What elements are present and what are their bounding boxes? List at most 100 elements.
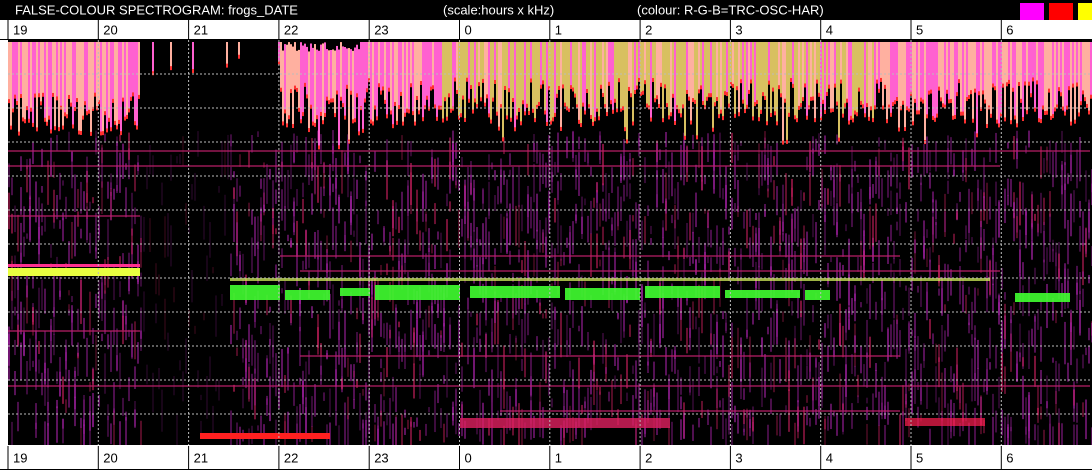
streak	[764, 354, 766, 398]
streak	[431, 244, 433, 253]
hour-label: 5	[916, 450, 923, 465]
streak	[449, 250, 451, 282]
chorus	[364, 42, 366, 99]
streak	[902, 411, 904, 445]
streak	[209, 356, 211, 381]
streak	[407, 141, 409, 176]
streak	[965, 295, 967, 314]
streak	[935, 344, 937, 364]
chorus	[460, 42, 462, 113]
streak	[107, 334, 109, 349]
chorus	[76, 42, 78, 98]
chorus	[692, 42, 694, 98]
streak	[1013, 136, 1015, 159]
chorus	[10, 42, 12, 126]
chorus	[20, 42, 22, 94]
streak	[287, 235, 289, 241]
chorus	[948, 42, 950, 99]
streak	[899, 280, 901, 287]
streak	[17, 215, 19, 252]
streak	[470, 161, 472, 177]
chorus	[728, 42, 730, 104]
chorus	[104, 42, 106, 111]
streak	[152, 373, 154, 413]
streak	[392, 377, 394, 402]
streak	[359, 393, 361, 430]
streak	[83, 318, 85, 339]
chorus	[430, 42, 432, 87]
chorus	[348, 48, 350, 139]
streak	[731, 198, 733, 230]
streak	[932, 199, 934, 212]
streak	[1052, 358, 1054, 363]
streak	[428, 350, 430, 355]
streak	[1082, 271, 1084, 277]
streak	[725, 319, 727, 333]
chorus	[604, 42, 606, 104]
streak	[47, 425, 49, 445]
streak	[644, 216, 646, 244]
streak	[1001, 268, 1003, 289]
streak	[275, 353, 277, 396]
chorus	[326, 49, 328, 96]
streak	[923, 348, 925, 361]
chorus	[322, 43, 324, 120]
streak	[287, 348, 289, 391]
streak	[800, 313, 802, 340]
chorus	[112, 42, 114, 99]
streak	[692, 425, 694, 441]
streak	[338, 195, 340, 212]
streak	[1040, 327, 1042, 362]
chorus	[74, 42, 76, 107]
chorus	[318, 51, 320, 146]
chorus	[404, 42, 406, 113]
header-scale: (scale:hours x kHz)	[443, 2, 554, 17]
streak	[266, 164, 268, 204]
streak	[125, 316, 127, 340]
streak	[632, 158, 634, 176]
streak	[455, 363, 457, 374]
streak	[605, 344, 607, 382]
streak	[458, 305, 460, 317]
chorus	[600, 42, 602, 85]
chorus	[390, 42, 392, 110]
streak	[380, 411, 382, 427]
streak	[680, 396, 682, 409]
chorus	[28, 42, 30, 119]
streak	[404, 428, 406, 435]
streak	[1073, 190, 1075, 222]
hour-label: 20	[103, 450, 117, 465]
streak	[32, 361, 34, 367]
chorus	[130, 42, 132, 97]
chorus	[932, 42, 934, 116]
streak	[1076, 283, 1078, 295]
chorus	[918, 42, 920, 110]
streak	[236, 348, 238, 356]
chorus	[546, 42, 548, 122]
streak	[992, 284, 994, 312]
chorus	[282, 51, 284, 122]
streak	[242, 377, 244, 385]
chorus	[540, 42, 542, 85]
streak	[578, 137, 580, 150]
streak	[833, 166, 835, 198]
swatch-magenta	[1020, 3, 1044, 20]
chorus	[1028, 42, 1030, 82]
streak	[689, 257, 691, 266]
streak	[344, 310, 346, 348]
streak	[686, 223, 688, 258]
green-call	[725, 290, 800, 298]
streak	[773, 156, 775, 165]
streak	[44, 289, 46, 314]
streak	[320, 134, 322, 164]
streak	[149, 218, 151, 252]
chorus	[890, 42, 892, 113]
chorus	[796, 42, 798, 118]
hour-label: 22	[284, 22, 298, 37]
streak	[1076, 150, 1078, 189]
chorus	[720, 42, 722, 110]
streak	[890, 324, 892, 357]
hour-label: 23	[374, 22, 388, 37]
chorus	[848, 42, 850, 121]
streak	[1079, 201, 1081, 218]
